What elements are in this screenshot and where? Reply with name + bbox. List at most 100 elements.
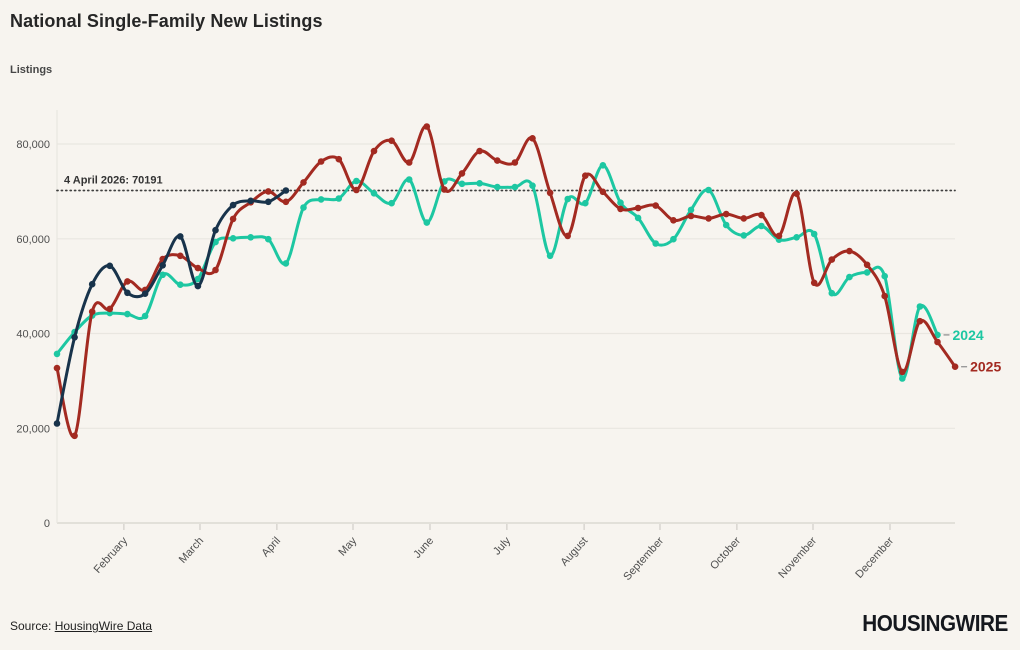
data-point-2024[interactable] [810, 230, 818, 238]
data-point-2025[interactable] [88, 308, 96, 316]
data-point-2025[interactable] [194, 264, 202, 272]
data-point-2025[interactable] [722, 210, 730, 218]
data-point-2025[interactable] [582, 172, 589, 179]
data-point-2024[interactable] [740, 232, 748, 239]
data-point-2025[interactable] [740, 215, 748, 222]
data-point-2024[interactable] [335, 195, 343, 202]
data-point-2025[interactable] [934, 338, 941, 346]
data-point-2024[interactable] [916, 303, 924, 310]
source-link[interactable]: HousingWire Data [54, 619, 153, 633]
data-point-2024[interactable] [582, 199, 589, 207]
data-point-2025[interactable] [951, 363, 959, 371]
data-point-2025[interactable] [388, 137, 395, 144]
data-point-2025[interactable] [476, 147, 483, 155]
data-point-2025[interactable] [458, 170, 466, 177]
data-point-2024[interactable] [194, 275, 202, 283]
data-point-2025[interactable] [564, 232, 571, 240]
data-point-2026[interactable] [229, 201, 237, 209]
data-point-2025[interactable] [916, 317, 924, 325]
data-point-2024[interactable] [405, 176, 413, 183]
data-point-2025[interactable] [881, 292, 888, 300]
data-point-2025[interactable] [670, 217, 677, 224]
data-point-2024[interactable] [828, 289, 836, 297]
data-point-2024[interactable] [247, 234, 254, 241]
data-point-2025[interactable] [617, 205, 624, 213]
data-point-2024[interactable] [617, 199, 624, 206]
data-point-2025[interactable] [511, 159, 519, 166]
data-point-2025[interactable] [652, 202, 659, 209]
data-point-2024[interactable] [687, 206, 695, 214]
data-point-2025[interactable] [405, 159, 413, 166]
data-point-2025[interactable] [846, 247, 853, 255]
data-point-2025[interactable] [106, 305, 114, 313]
data-point-2025[interactable] [529, 135, 536, 142]
data-point-2024[interactable] [652, 240, 659, 247]
data-point-2024[interactable] [212, 238, 219, 246]
data-point-2024[interactable] [599, 162, 607, 169]
data-point-2024[interactable] [546, 252, 554, 260]
data-point-2024[interactable] [476, 180, 483, 187]
data-point-2024[interactable] [899, 375, 906, 382]
data-point-2024[interactable] [494, 183, 501, 191]
data-point-2025[interactable] [863, 261, 871, 269]
data-point-2025[interactable] [810, 279, 818, 287]
data-point-2026[interactable] [159, 262, 166, 269]
data-point-2025[interactable] [775, 232, 783, 240]
data-point-2024[interactable] [722, 221, 730, 229]
data-point-2025[interactable] [317, 158, 325, 165]
data-point-2025[interactable] [705, 215, 712, 222]
data-point-2024[interactable] [670, 235, 677, 243]
data-point-2024[interactable] [177, 281, 184, 289]
data-point-2024[interactable] [529, 182, 536, 189]
data-point-2026[interactable] [265, 198, 272, 206]
data-point-2024[interactable] [229, 235, 237, 242]
data-point-2024[interactable] [863, 269, 871, 276]
data-point-2024[interactable] [758, 222, 765, 230]
data-point-2026[interactable] [212, 226, 219, 234]
data-point-2025[interactable] [177, 252, 184, 260]
data-point-2025[interactable] [793, 190, 800, 197]
data-point-2024[interactable] [159, 271, 166, 279]
data-point-2025[interactable] [758, 211, 765, 219]
data-point-2024[interactable] [124, 310, 131, 318]
data-point-2026[interactable] [141, 290, 149, 298]
data-point-2024[interactable] [458, 180, 466, 188]
data-point-2026[interactable] [177, 233, 184, 240]
data-point-2025[interactable] [599, 188, 607, 196]
data-point-2025[interactable] [494, 157, 501, 164]
data-point-2024[interactable] [793, 234, 800, 241]
data-point-2025[interactable] [124, 278, 131, 285]
data-point-2024[interactable] [353, 177, 360, 185]
data-point-2025[interactable] [212, 266, 219, 274]
data-point-2025[interactable] [353, 186, 360, 194]
data-point-2024[interactable] [317, 196, 325, 203]
data-point-2025[interactable] [265, 188, 272, 195]
data-point-2026[interactable] [124, 289, 131, 297]
data-point-2025[interactable] [71, 432, 78, 440]
data-point-2025[interactable] [53, 364, 61, 372]
data-point-2025[interactable] [899, 368, 906, 376]
data-point-2024[interactable] [881, 272, 888, 280]
data-point-2026[interactable] [53, 420, 61, 427]
data-point-2024[interactable] [934, 331, 941, 339]
data-point-2025[interactable] [300, 179, 307, 186]
data-point-2024[interactable] [388, 199, 395, 207]
data-point-2026[interactable] [282, 187, 290, 194]
data-point-2024[interactable] [300, 204, 307, 211]
data-point-2024[interactable] [265, 235, 272, 243]
data-point-2026[interactable] [106, 262, 114, 270]
data-point-2025[interactable] [335, 155, 343, 163]
data-point-2024[interactable] [53, 350, 61, 358]
data-point-2026[interactable] [247, 197, 254, 205]
data-point-2025[interactable] [634, 204, 642, 212]
data-point-2025[interactable] [282, 198, 290, 206]
data-point-2024[interactable] [423, 219, 431, 226]
data-point-2025[interactable] [546, 189, 554, 197]
data-point-2024[interactable] [564, 195, 571, 203]
data-point-2026[interactable] [194, 282, 202, 290]
data-point-2024[interactable] [705, 186, 712, 194]
data-point-2024[interactable] [282, 260, 290, 267]
data-point-2024[interactable] [634, 214, 642, 222]
data-point-2025[interactable] [370, 147, 378, 155]
data-point-2025[interactable] [441, 186, 448, 193]
